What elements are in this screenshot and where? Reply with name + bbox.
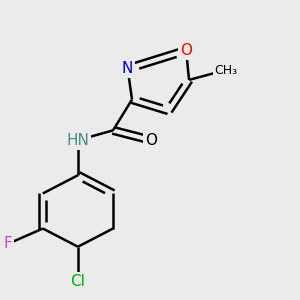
Text: F: F <box>3 236 12 251</box>
Text: O: O <box>180 43 192 58</box>
Text: HN: HN <box>67 133 89 148</box>
Text: N: N <box>122 61 133 76</box>
Text: CH₃: CH₃ <box>214 64 237 76</box>
Text: O: O <box>145 133 157 148</box>
Text: Cl: Cl <box>70 274 86 289</box>
